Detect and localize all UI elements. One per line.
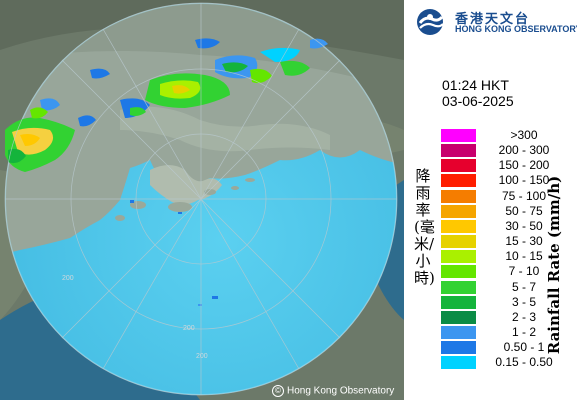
org-name-zh: 香港天文台 — [455, 12, 531, 27]
legend-swatch — [441, 189, 476, 203]
rain-echoes — [5, 38, 328, 306]
legend-swatch — [441, 144, 476, 158]
legend-row: 100 - 150 — [441, 173, 571, 188]
legend-row: 150 - 200 — [441, 158, 571, 173]
copyright-notice: © Hong Kong Observatory — [272, 385, 394, 397]
legend-swatch — [441, 280, 476, 294]
legend-label: 3 - 5 — [511, 294, 536, 309]
legend-swatch — [441, 219, 476, 233]
radar-map-image: 200 200 200 — [0, 0, 404, 400]
legend-label: 30 - 50 — [505, 218, 543, 233]
legend-row: 0.50 - 1 — [441, 340, 571, 355]
range-label-far-south: 200 — [196, 353, 208, 360]
info-panel: 香港天文台 HONG KONG OBSERVATORY 01:24 HKT 03… — [404, 0, 577, 400]
hko-logo: 香港天文台 HONG KONG OBSERVATORY — [415, 7, 577, 37]
legend-swatch — [441, 265, 476, 279]
copyright-icon: © — [272, 385, 284, 397]
legend-row: 2 - 3 — [441, 309, 571, 324]
range-label-south: 200 — [183, 325, 195, 332]
legend-swatch — [441, 250, 476, 264]
legend-swatch — [441, 235, 476, 249]
legend-row: 75 - 100 — [441, 188, 571, 203]
copyright-text: Hong Kong Observatory — [287, 385, 395, 397]
legend-swatch — [441, 325, 476, 339]
legend-row: 5 - 7 — [441, 279, 571, 294]
legend-title-zh: 降雨率(毫米/小時) — [414, 167, 435, 287]
legend-swatch — [441, 356, 476, 370]
legend-label: 0.15 - 0.50 — [495, 355, 553, 370]
legend-title-en: Rainfall Rate (mm/h) — [545, 175, 563, 355]
legend-row: 3 - 5 — [441, 294, 571, 309]
legend-row: 0.15 - 0.50 — [441, 355, 571, 370]
legend-label: 100 - 150 — [498, 173, 550, 188]
org-name-en: HONG KONG OBSERVATORY — [455, 24, 577, 34]
legend-row: 7 - 10 — [441, 264, 571, 279]
legend-swatch — [441, 159, 476, 173]
legend-label: 200 - 300 — [498, 143, 550, 158]
timestamp-time: 01:24 HKT — [442, 77, 509, 93]
legend-label: 0.50 - 1 — [503, 340, 545, 355]
legend-label: 2 - 3 — [511, 309, 536, 324]
legend-row: 30 - 50 — [441, 218, 571, 233]
legend-label: >300 — [510, 128, 538, 142]
range-rings — [4, 2, 398, 396]
legend-swatch — [441, 341, 476, 355]
legend-label: 7 - 10 — [508, 264, 540, 279]
timestamp-date: 03-06-2025 — [442, 93, 514, 109]
legend-label: 5 - 7 — [511, 279, 536, 294]
legend-swatch — [441, 174, 476, 188]
legend-label: 75 - 100 — [501, 188, 547, 203]
legend-swatch — [441, 295, 476, 309]
legend-swatch — [441, 204, 476, 218]
hko-logo-icon — [417, 9, 444, 35]
radar-map: 200 200 200 © Hong Kong Observatory — [0, 0, 404, 400]
legend-row: 50 - 75 — [441, 203, 571, 218]
range-label-west: 200 — [62, 275, 74, 282]
legend-label: 10 - 15 — [505, 249, 543, 264]
legend-row: >300 — [441, 129, 571, 142]
legend-row: 15 - 30 — [441, 234, 571, 249]
legend-row: 1 - 2 — [441, 324, 571, 339]
legend-label: 1 - 2 — [511, 324, 536, 339]
legend-label: 15 - 30 — [505, 234, 543, 249]
legend-label: 50 - 75 — [505, 203, 543, 218]
legend-row: 10 - 15 — [441, 249, 571, 264]
legend-swatch — [441, 129, 476, 142]
legend-label: 150 - 200 — [498, 158, 550, 173]
legend-row: 200 - 300 — [441, 143, 571, 158]
legend-swatch — [441, 310, 476, 324]
range-ring-labels: 200 200 200 — [62, 275, 208, 360]
